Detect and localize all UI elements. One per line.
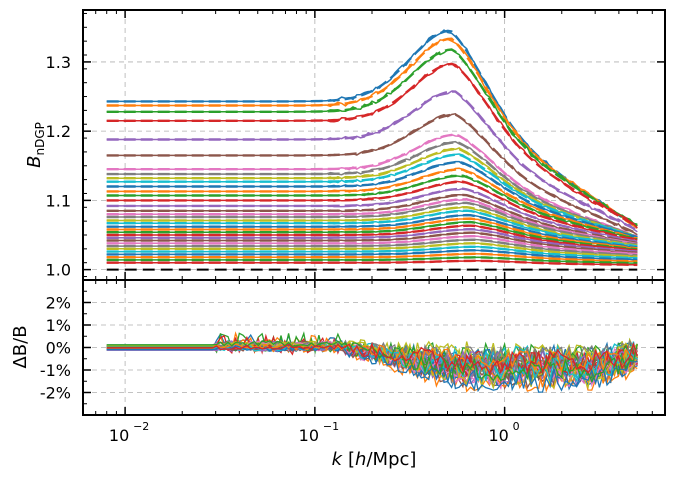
bottom-ytick-label-4: 2% (46, 294, 71, 313)
top-emu-curve-33 (106, 259, 638, 267)
top-emu-curve-14 (106, 187, 638, 244)
top-emu-curve-23 (106, 224, 638, 252)
top-emu-curve-4 (106, 90, 638, 232)
x-tick-exp-2: 0 (513, 420, 520, 433)
top-emu-curve-18 (106, 205, 638, 247)
x-axis-label-rest: /Mpc] (366, 449, 416, 470)
bottom-ylabel: ΔB/B (10, 325, 31, 368)
bottom-residual-curve-32 (106, 340, 638, 384)
x-tick-label-1: 10 (299, 426, 319, 445)
top-ytick-label-3: 1.3 (46, 53, 71, 72)
x-axis-label: k [h/Mpc] (332, 449, 417, 470)
top-emu-curve-10 (106, 160, 638, 240)
top-ytick-label-1: 1.1 (46, 191, 71, 210)
top-emu-curve-16 (106, 198, 638, 246)
bottom-panel: -2% -1% 0% 1% 2% ΔB/B 10 −2 10 −1 10 0 k [h/Mpc] (10, 279, 666, 470)
x-tick-label-0: 10 (109, 426, 129, 445)
top-emu-curve-28 (106, 241, 638, 258)
x-tick-label-2: 10 (488, 426, 508, 445)
top-emu-curve-30 (106, 249, 638, 261)
top-emu-curve-19 (106, 209, 638, 248)
top-emu-curve-21 (106, 217, 638, 250)
top-emu-curve-9 (106, 153, 638, 239)
top-emu-curve-26 (106, 235, 638, 256)
top-ytick-label-0: 1.0 (46, 261, 71, 280)
bottom-residual-curve-33 (106, 341, 638, 375)
top-emu-curve-25 (106, 231, 638, 254)
bottom-residual-curve-30 (106, 344, 638, 393)
x-tick-exp-0: −2 (133, 420, 149, 433)
top-ylabel-main: B (24, 156, 45, 168)
bottom-plot-frame (82, 279, 666, 416)
top-emu-curve-8 (106, 147, 638, 239)
top-ticks: 1.0 1.1 1.2 1.3 (46, 10, 666, 280)
top-emu-curve-29 (106, 245, 638, 260)
top-emu-curve-17 (106, 201, 638, 246)
bottom-series (106, 331, 638, 393)
top-series (106, 29, 638, 271)
top-emu-curve-2 (106, 48, 638, 228)
top-emu-curve-13 (106, 180, 638, 242)
top-panel: 1.0 1.1 1.2 1.3 BnDGP (24, 9, 666, 281)
top-emu-curve-11 (106, 168, 638, 240)
top-emu-curve-3 (106, 62, 638, 228)
x-tick-labels: 10 −2 10 −1 10 0 (109, 420, 520, 445)
top-emu-curve-20 (106, 213, 638, 249)
top-sim-curve-3 (106, 62, 638, 229)
top-emu-curve-5 (106, 113, 638, 235)
x-axis-label-h: h (355, 449, 366, 470)
x-tick-exp-1: −1 (323, 420, 339, 433)
top-emu-curve-15 (106, 193, 638, 245)
top-emu-curve-22 (106, 220, 638, 251)
top-ytick-label-2: 1.2 (46, 122, 71, 141)
bottom-ytick-label-0: -2% (40, 384, 71, 403)
top-ylabel: BnDGP (24, 122, 47, 168)
top-emu-curve-24 (106, 227, 638, 253)
x-axis-label-open: [ (348, 449, 355, 470)
top-emu-curve-32 (106, 256, 638, 265)
top-ylabel-sub: nDGP (33, 122, 47, 155)
top-emu-curve-7 (106, 141, 638, 239)
top-emu-curve-12 (106, 174, 638, 241)
top-emu-curve-31 (106, 252, 638, 263)
bottom-ytick-label-2: 0% (46, 339, 71, 358)
bottom-ytick-label-3: 1% (46, 316, 71, 335)
top-emu-curve-1 (106, 37, 638, 228)
bottom-ytick-label-1: -1% (40, 361, 71, 380)
top-emu-curve-6 (106, 133, 638, 238)
top-emu-curve-27 (106, 238, 638, 257)
x-axis-label-k: k (332, 449, 344, 470)
